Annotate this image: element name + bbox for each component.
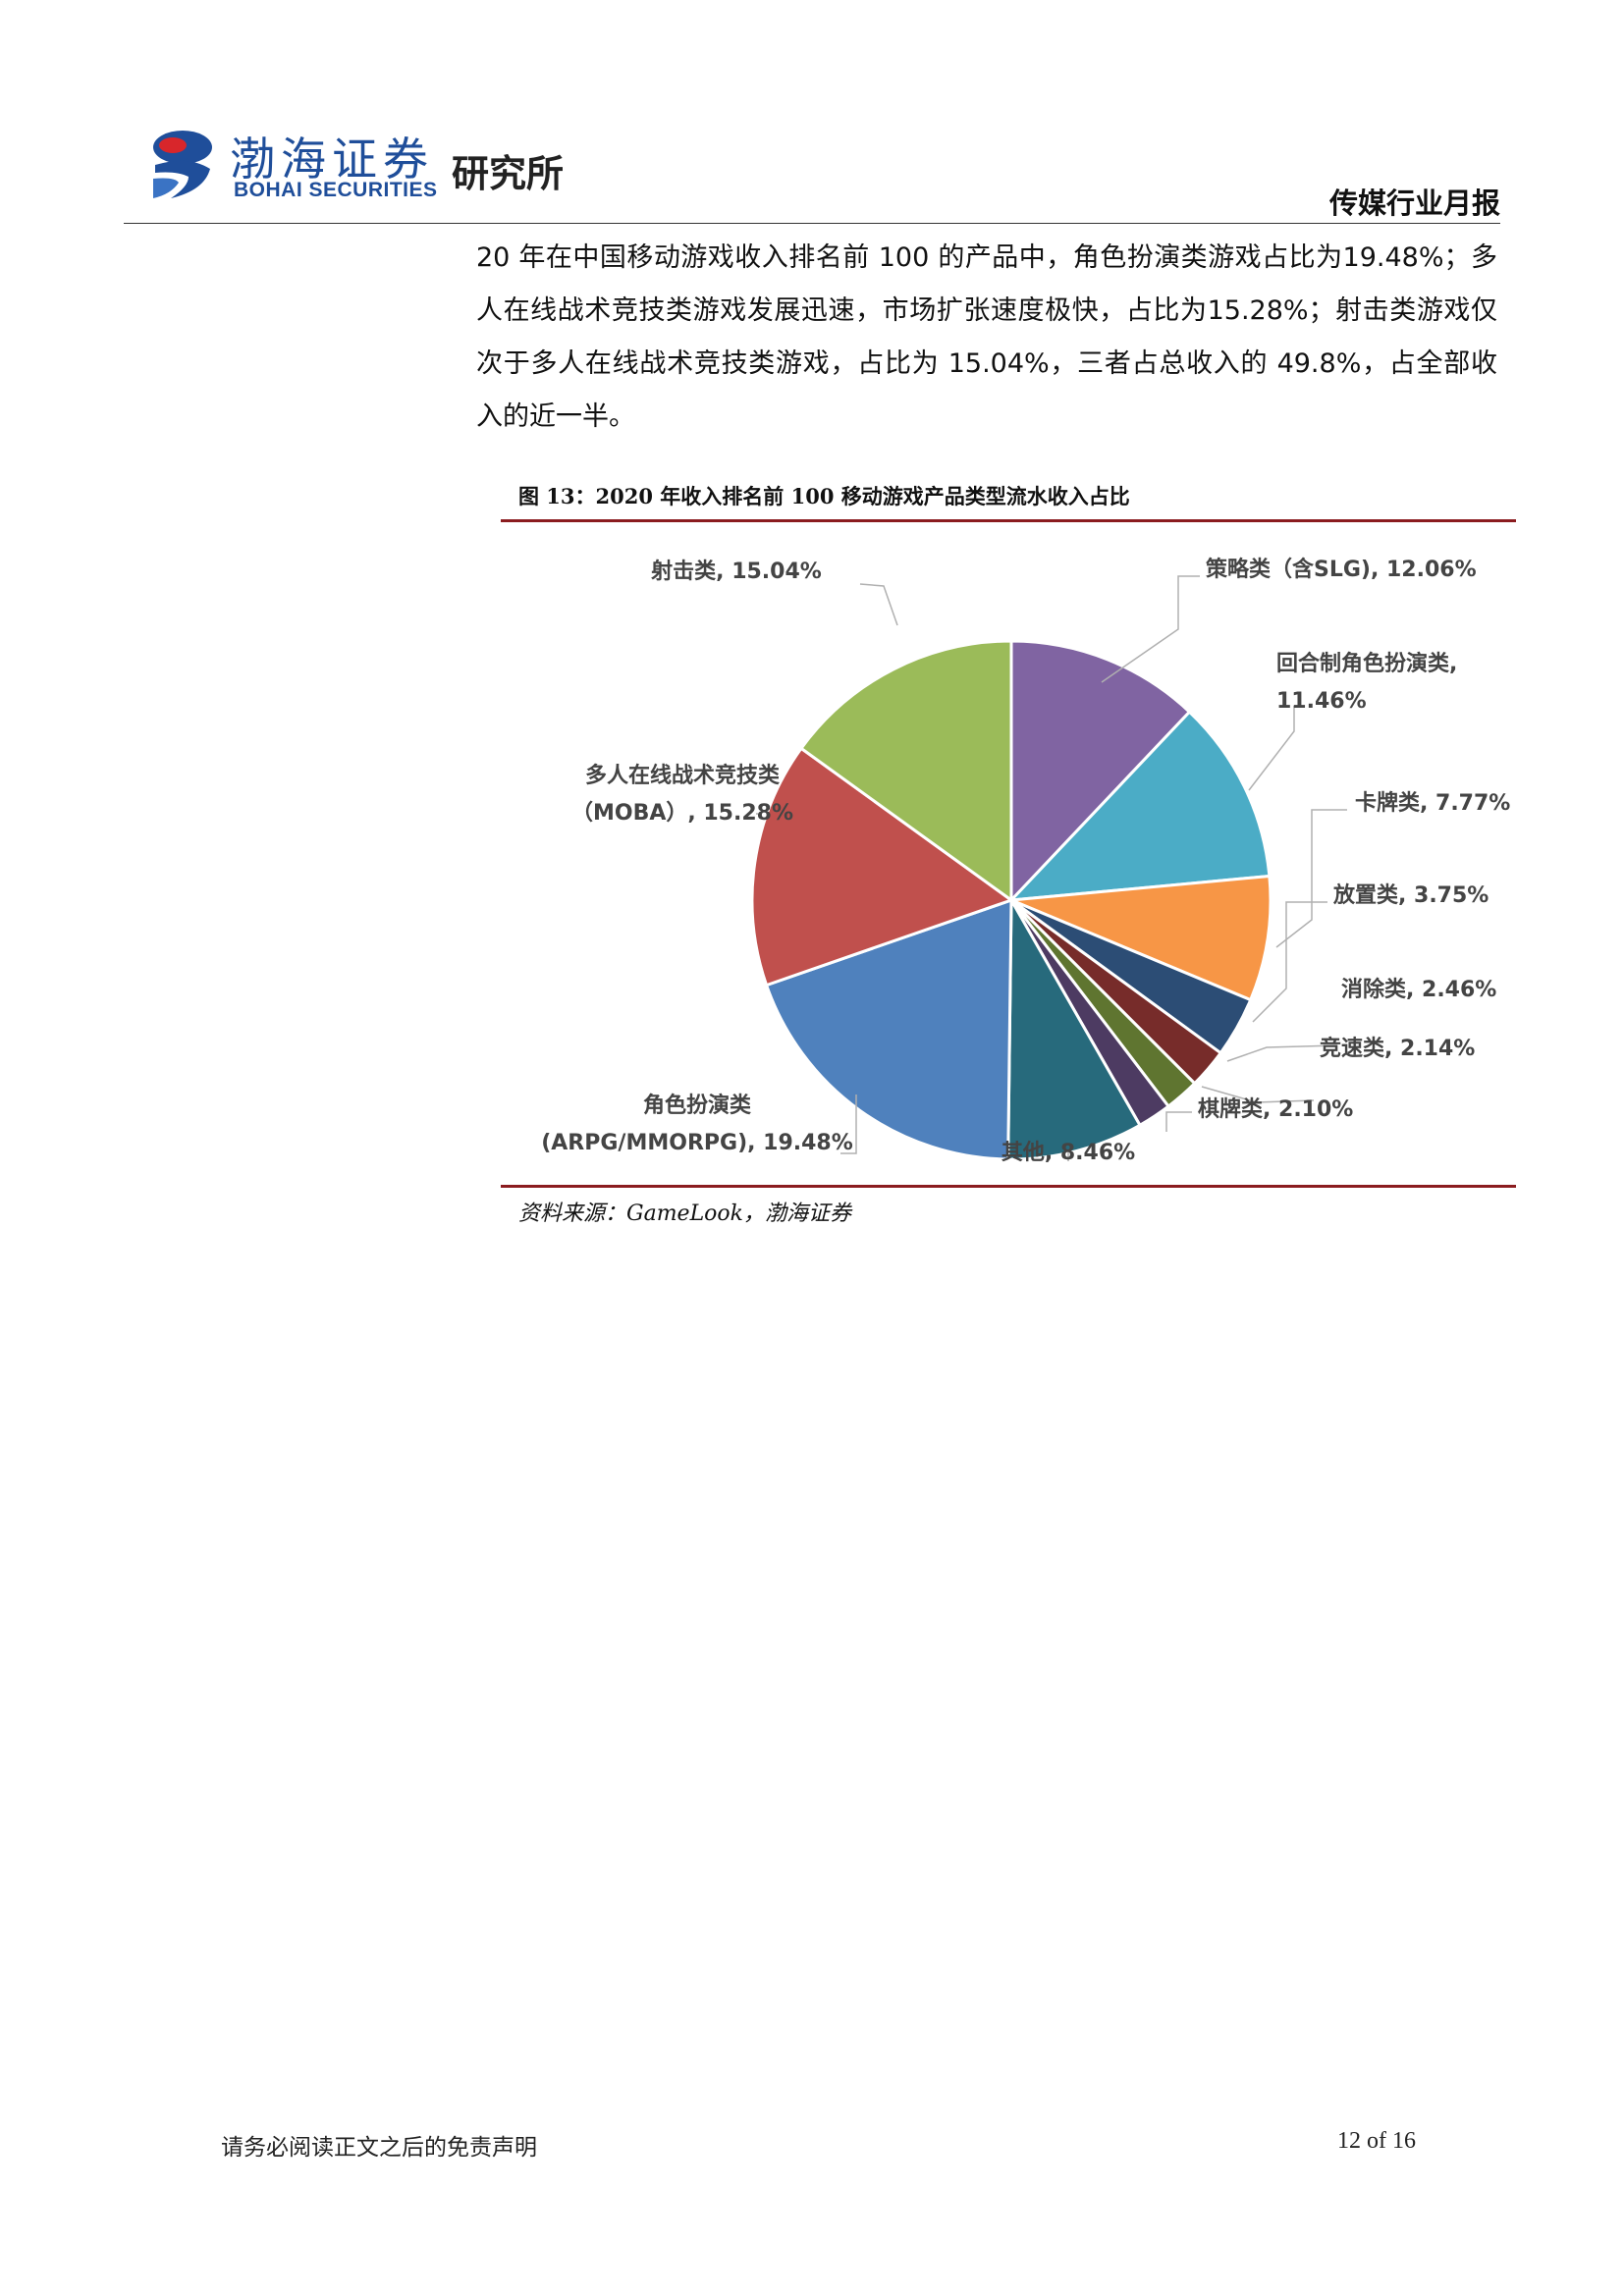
header-divider xyxy=(124,223,1500,224)
pie-slice-10 xyxy=(798,639,1013,903)
slice-label-4: 消除类, 2.46% xyxy=(1341,977,1496,1002)
leader-line-6 xyxy=(1165,1111,1192,1132)
logo-chinese-name: 渤海证券 xyxy=(230,133,434,186)
pie-slice-7 xyxy=(1006,894,1142,1161)
slice-label-0: 策略类（含SLG), 12.06% xyxy=(1206,557,1477,582)
leader-line-10 xyxy=(859,583,898,626)
leader-line-4 xyxy=(1226,1044,1338,1062)
pie-slice-2 xyxy=(1010,874,1272,1002)
pie-slice-9 xyxy=(750,746,1015,988)
page-number: 12 of 16 xyxy=(1337,2128,1416,2154)
slice-label-6: 棋牌类, 2.10% xyxy=(1198,1096,1353,1122)
figure-bottom-rule xyxy=(501,1185,1516,1188)
logo-english-name: BOHAI SECURITIES xyxy=(234,179,438,201)
leader-line-1 xyxy=(1248,706,1295,791)
slice-label-7: 其他, 8.46% xyxy=(1001,1141,1135,1165)
slice-label-8: 角色扮演类(ARPG/MMORPG), 19.48% xyxy=(541,1093,853,1155)
leader-line-2 xyxy=(1275,809,1347,948)
leader-line-5 xyxy=(1201,1086,1315,1103)
leader-line-0 xyxy=(1101,575,1200,683)
figure-title: 图 13：2020 年收入排名前 100 移动游戏产品类型流水收入占比 xyxy=(518,484,1130,508)
figure-13: 图 13：2020 年收入排名前 100 移动游戏产品类型流水收入占比 策略类（… xyxy=(501,476,1516,1242)
institute-label: 研究所 xyxy=(452,152,565,195)
slice-label-5: 竞速类, 2.14% xyxy=(1320,1036,1475,1061)
bohai-logo: 渤海证券 BOHAI SECURITIES xyxy=(149,122,601,208)
figure-source: 资料来源：GameLook，渤海证券 xyxy=(518,1201,852,1226)
bohai-logo-mark-icon xyxy=(153,131,212,198)
pie-slice-0 xyxy=(1009,639,1192,904)
slice-label-10: 射击类, 15.04% xyxy=(650,559,822,584)
leader-line-3 xyxy=(1252,901,1327,1023)
slice-label-1: 回合制角色扮演类, 11.46% xyxy=(1276,651,1457,714)
leader-line-8 xyxy=(840,1095,857,1154)
footer-disclaimer: 请务必阅读正文之后的免责声明 xyxy=(221,2135,537,2161)
slice-label-9: 多人在线战术竞技类（MOBA）, 15.28% xyxy=(571,763,793,826)
body-paragraph: 20 年在中国移动游戏收入排名前 100 的产品中，角色扮演类游戏占比为19.4… xyxy=(476,242,1497,432)
report-type: 传媒行业月报 xyxy=(1328,187,1500,220)
page-header: 渤海证券 BOHAI SECURITIES 研究所 传媒行业月报 xyxy=(0,0,1624,228)
slice-label-2: 卡牌类, 7.77% xyxy=(1355,790,1510,816)
pie-slice-1 xyxy=(1007,710,1272,902)
slice-label-3: 放置类, 3.75% xyxy=(1332,882,1489,908)
pie-chart: 策略类（含SLG), 12.06% 回合制角色扮演类, 11.46% 卡牌类, 7.7… xyxy=(541,557,1510,1165)
figure-top-rule xyxy=(501,519,1516,522)
